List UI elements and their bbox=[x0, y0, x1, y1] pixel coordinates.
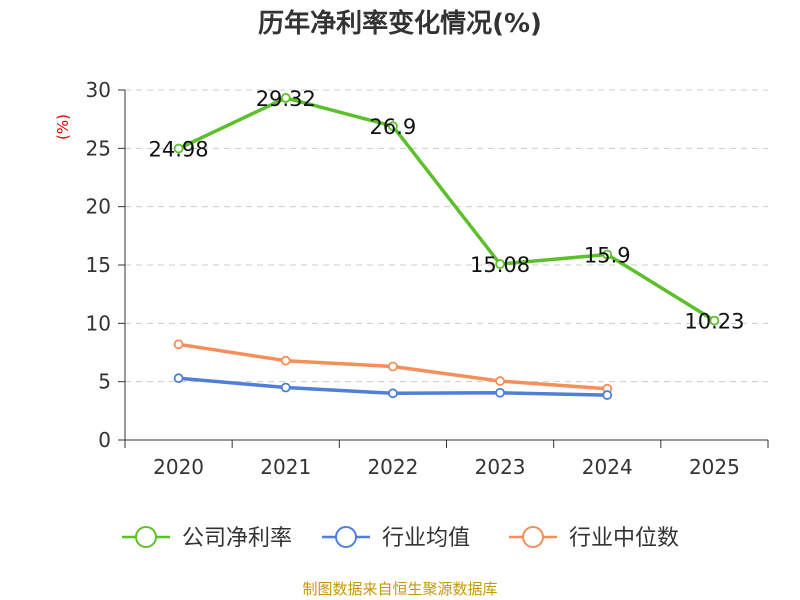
legend-marker bbox=[522, 526, 544, 548]
legend-label: 行业中位数 bbox=[569, 526, 679, 551]
series bbox=[173, 93, 720, 400]
data-label-2021: 29.32 bbox=[256, 87, 316, 111]
legend-marker bbox=[135, 526, 157, 548]
series-0-point bbox=[602, 249, 613, 260]
data-labels: 24.98 29.32 26.9 15.08 15.9 10.23 bbox=[149, 87, 745, 334]
y-tick-label-10: 10 bbox=[86, 311, 111, 335]
legend-item-1: 行业均值 bbox=[322, 526, 470, 551]
chart-title: 历年净利率变化情况(%) bbox=[258, 8, 542, 39]
legend: 公司净利率 行业均值 行业中位数 bbox=[122, 526, 679, 551]
series-2-point bbox=[388, 361, 398, 372]
series-1-point bbox=[173, 373, 184, 384]
legend-label: 公司净利率 bbox=[182, 526, 292, 551]
x-tick-label-2024: 2024 bbox=[582, 455, 633, 479]
x-tick-label-2023: 2023 bbox=[475, 455, 526, 479]
data-label-2023: 15.08 bbox=[470, 253, 530, 277]
data-label-2020: 24.98 bbox=[149, 138, 209, 162]
x-tick-label-2021: 2021 bbox=[260, 455, 311, 479]
legend-label: 行业均值 bbox=[382, 526, 470, 551]
series-1-point bbox=[602, 390, 613, 400]
data-label-2025: 10.23 bbox=[684, 310, 744, 334]
series-0-point bbox=[280, 93, 291, 103]
series-line-0 bbox=[177, 96, 716, 323]
data-label-2024: 15.9 bbox=[584, 244, 631, 268]
y-tick-label-30: 30 bbox=[86, 78, 111, 102]
series-0-point bbox=[388, 121, 398, 132]
y-tick-label-25: 25 bbox=[86, 136, 111, 160]
legend-item-2: 行业中位数 bbox=[509, 526, 679, 551]
legend-marker bbox=[335, 526, 357, 548]
series-0-point bbox=[173, 143, 184, 154]
y-tick-label-15: 15 bbox=[86, 253, 111, 277]
series-1-point bbox=[280, 382, 291, 393]
series-2-point bbox=[173, 339, 184, 350]
y-axis-unit-label: (%) bbox=[54, 114, 72, 140]
source-note: 制图数据来自恒生聚源数据库 bbox=[302, 580, 497, 598]
y-tick-label-20: 20 bbox=[86, 195, 111, 219]
y-tick-label-5: 5 bbox=[98, 370, 111, 394]
series-2-point bbox=[280, 355, 291, 366]
x-tick-label-2022: 2022 bbox=[367, 455, 418, 479]
grid-lines bbox=[125, 89, 768, 383]
series-1-point bbox=[388, 388, 398, 399]
legend-item-0: 公司净利率 bbox=[122, 526, 292, 551]
x-tick-label-2020: 2020 bbox=[153, 455, 204, 479]
series-0-point bbox=[709, 315, 720, 326]
series-2-point bbox=[495, 376, 505, 386]
data-label-2022: 26.9 bbox=[370, 115, 417, 139]
y-tick-label-0: 0 bbox=[98, 428, 111, 452]
series-1-point bbox=[495, 387, 505, 398]
series-0-point bbox=[495, 259, 505, 269]
x-tick-label-2025: 2025 bbox=[689, 455, 740, 479]
